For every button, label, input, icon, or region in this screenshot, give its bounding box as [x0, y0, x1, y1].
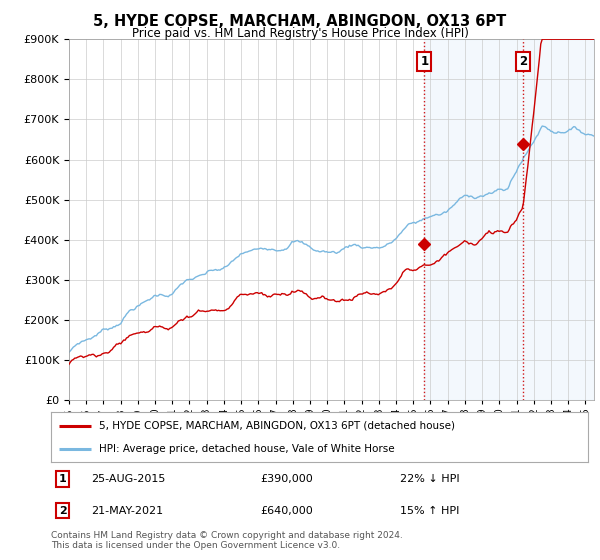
Text: 21-MAY-2021: 21-MAY-2021 [91, 506, 163, 516]
Text: 25-AUG-2015: 25-AUG-2015 [91, 474, 166, 484]
Text: 2: 2 [519, 55, 527, 68]
Text: £390,000: £390,000 [260, 474, 313, 484]
Text: Price paid vs. HM Land Registry's House Price Index (HPI): Price paid vs. HM Land Registry's House … [131, 27, 469, 40]
Text: 1: 1 [59, 474, 67, 484]
Text: £640,000: £640,000 [260, 506, 313, 516]
Bar [424, 39, 594, 400]
Text: 2: 2 [59, 506, 67, 516]
Text: 1: 1 [421, 55, 428, 68]
Text: HPI: Average price, detached house, Vale of White Horse: HPI: Average price, detached house, Vale… [100, 445, 395, 454]
Text: Contains HM Land Registry data © Crown copyright and database right 2024.
This d: Contains HM Land Registry data © Crown c… [51, 531, 403, 550]
Text: 15% ↑ HPI: 15% ↑ HPI [400, 506, 460, 516]
Text: 5, HYDE COPSE, MARCHAM, ABINGDON, OX13 6PT (detached house): 5, HYDE COPSE, MARCHAM, ABINGDON, OX13 6… [100, 421, 455, 431]
Text: 22% ↓ HPI: 22% ↓ HPI [400, 474, 460, 484]
Text: 5, HYDE COPSE, MARCHAM, ABINGDON, OX13 6PT: 5, HYDE COPSE, MARCHAM, ABINGDON, OX13 6… [94, 14, 506, 29]
